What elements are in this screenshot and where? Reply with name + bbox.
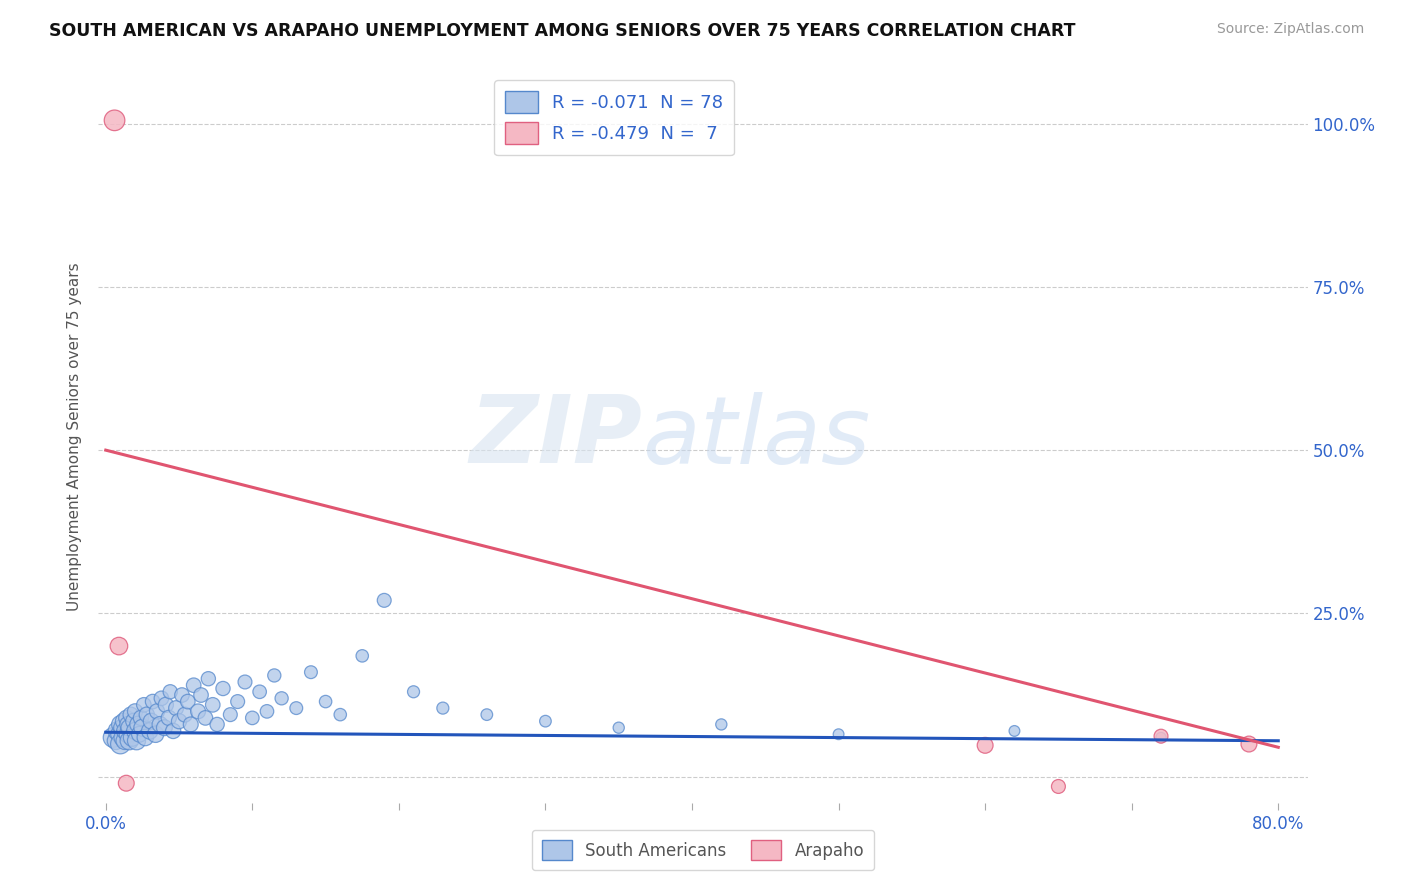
Text: atlas: atlas [643,392,870,483]
Point [177,695,200,709]
Point [167,714,190,728]
Point [249,685,271,699]
Point [111,721,134,735]
Point [432,701,454,715]
Point [827,727,849,741]
Point [121,731,143,745]
Point [114,723,136,738]
Point [110,717,132,731]
Point [105,733,128,747]
Point [170,688,193,702]
Point [146,705,169,719]
Point [115,711,138,725]
Point [1150,729,1173,743]
Point [127,717,149,731]
Point [197,672,219,686]
Point [1150,731,1173,745]
Point [180,717,202,731]
Point [117,717,139,731]
Point [115,776,138,790]
Point [118,733,141,747]
Text: Source: ZipAtlas.com: Source: ZipAtlas.com [1216,22,1364,37]
Point [212,681,235,696]
Point [285,701,308,715]
Point [159,685,181,699]
Point [226,695,249,709]
Point [122,714,145,728]
Point [475,707,498,722]
Point [201,698,224,712]
Point [112,731,135,745]
Point [329,707,352,722]
Point [124,705,146,719]
Point [233,675,256,690]
Point [219,707,242,722]
Point [145,727,167,741]
Point [270,691,292,706]
Point [1047,780,1070,794]
Point [124,723,146,738]
Point [256,705,278,719]
Text: SOUTH AMERICAN VS ARAPAHO UNEMPLOYMENT AMONG SENIORS OVER 75 YEARS CORRELATION C: SOUTH AMERICAN VS ARAPAHO UNEMPLOYMENT A… [49,22,1076,40]
Point [142,695,165,709]
Point [162,723,184,738]
Point [120,707,142,722]
Legend: South Americans, Arapaho: South Americans, Arapaho [531,830,875,871]
Point [352,648,374,663]
Point [157,711,180,725]
Point [131,721,153,735]
Point [183,678,205,692]
Point [128,727,150,741]
Point [117,727,139,741]
Point [141,714,163,728]
Point [125,733,148,747]
Point [134,731,156,745]
Point [110,737,132,751]
Point [174,707,197,722]
Point [710,717,733,731]
Point [101,731,124,745]
Y-axis label: Unemployment Among Seniors over 75 years: Unemployment Among Seniors over 75 years [67,263,83,611]
Point [132,698,155,712]
Point [373,593,395,607]
Point [263,668,285,682]
Point [153,721,176,735]
Legend: R = -0.071  N = 78, R = -0.479  N =  7: R = -0.071 N = 78, R = -0.479 N = 7 [495,80,734,155]
Point [165,701,187,715]
Text: ZIP: ZIP [470,391,643,483]
Point [114,733,136,747]
Point [108,727,131,741]
Point [1237,737,1260,751]
Point [138,723,160,738]
Point [155,698,177,712]
Point [108,639,131,653]
Point [974,739,997,753]
Point [240,711,263,725]
Point [194,711,217,725]
Point [187,705,209,719]
Point [150,691,173,706]
Point [107,723,129,738]
Point [1004,723,1026,738]
Point [103,113,125,128]
Point [402,685,425,699]
Point [190,688,212,702]
Point [534,714,557,728]
Point [205,717,228,731]
Point [315,695,337,709]
Point [112,714,135,728]
Point [149,717,172,731]
Point [607,721,630,735]
Point [118,721,141,735]
Point [129,711,152,725]
Point [299,665,322,680]
Point [135,707,157,722]
